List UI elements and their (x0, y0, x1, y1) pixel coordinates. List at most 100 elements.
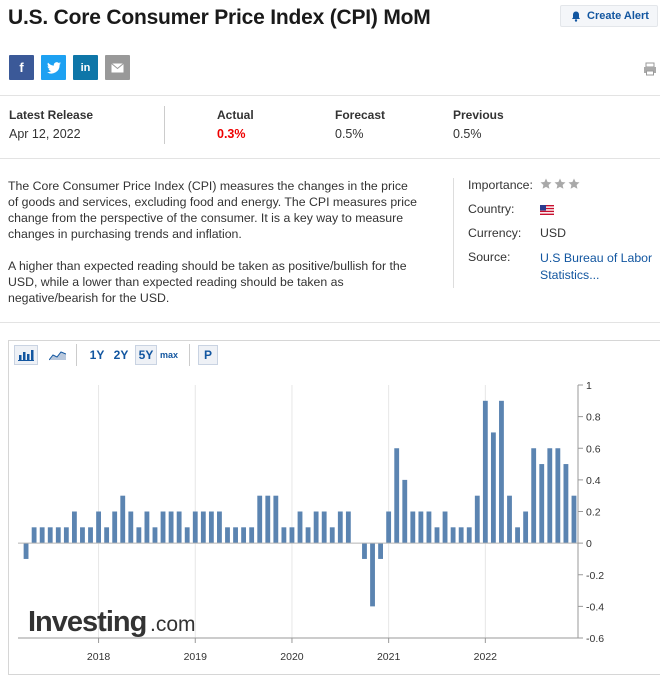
bar (184, 527, 190, 544)
y-tick-label: 0 (586, 538, 592, 550)
area-chart-toggle[interactable] (42, 345, 72, 365)
source-link-line: Statistics... (540, 268, 600, 282)
bar (144, 511, 150, 544)
x-tick-label: 2018 (87, 651, 111, 663)
previous-block: Previous 0.5% (453, 108, 504, 141)
page-title: U.S. Core Consumer Price Index (CPI) MoM (8, 6, 431, 29)
country-label: Country: (468, 202, 515, 216)
email-share-button[interactable] (105, 55, 130, 80)
bar (402, 479, 408, 544)
bar (531, 448, 537, 544)
bar (152, 527, 158, 544)
range-1y-button[interactable]: 1Y (89, 348, 105, 362)
bar (305, 527, 311, 544)
bar (370, 543, 375, 607)
bar-chart-icon (18, 350, 34, 361)
latest-release-date: Apr 12, 2022 (9, 127, 81, 141)
share-buttons: f in (9, 55, 130, 80)
latest-release-label: Latest Release (9, 108, 94, 122)
previous-label: Previous (453, 108, 504, 122)
bar (208, 511, 214, 544)
linkedin-share-button[interactable]: in (73, 55, 98, 80)
bar (160, 511, 166, 544)
bar (192, 511, 198, 544)
twitter-share-button[interactable] (41, 55, 66, 80)
x-tick-label: 2021 (377, 651, 401, 663)
bar (47, 527, 53, 544)
bar (55, 527, 61, 544)
chart-toolbar: 1Y 2Y 5Y max P (14, 344, 218, 366)
divider (0, 95, 660, 96)
create-alert-button[interactable]: Create Alert (560, 5, 658, 27)
range-max-button[interactable]: max (159, 350, 178, 360)
bar (523, 511, 529, 544)
divider (0, 322, 660, 323)
facebook-icon: f (19, 60, 24, 75)
bar (249, 527, 255, 544)
bar (555, 448, 561, 544)
print-icon[interactable] (643, 62, 657, 76)
bar (136, 527, 142, 544)
bar-chart-toggle[interactable] (14, 345, 38, 365)
bar (337, 511, 343, 544)
star-icon (540, 178, 552, 189)
bar (176, 511, 182, 544)
description-paragraph: The Core Consumer Price Index (CPI) meas… (8, 179, 417, 241)
source-link[interactable]: U.S Bureau of Labor Statistics... (540, 250, 652, 284)
bar (321, 511, 327, 544)
bar (289, 527, 295, 544)
bar (168, 511, 174, 544)
range-2y-button[interactable]: 2Y (113, 348, 129, 362)
bar (482, 400, 488, 544)
forecast-block: Forecast 0.5% (335, 108, 385, 141)
investing-watermark: Investing .com (28, 606, 196, 638)
bar (80, 527, 85, 544)
bar (563, 464, 569, 544)
bar (539, 464, 545, 544)
bar (39, 527, 45, 544)
previous-value: 0.5% (453, 127, 482, 141)
p-button[interactable]: P (198, 345, 218, 365)
bar (362, 543, 367, 559)
bar (434, 527, 440, 544)
vertical-divider (453, 178, 454, 288)
y-tick-label: 0.6 (586, 443, 601, 455)
actual-block: Actual 0.3% (217, 108, 254, 141)
y-tick-label: 0.8 (586, 412, 601, 424)
watermark-brand: Investing (28, 606, 146, 638)
importance-stars (540, 178, 580, 190)
bar (547, 448, 553, 544)
bar (273, 495, 279, 544)
bar (386, 511, 392, 544)
chart-bars (23, 400, 577, 607)
facebook-share-button[interactable]: f (9, 55, 34, 80)
toolbar-divider (189, 344, 190, 366)
y-tick-label: -0.6 (586, 633, 604, 645)
watermark-suffix: .com (150, 613, 196, 636)
y-tick-label: 1 (586, 380, 592, 392)
source-label: Source: (468, 250, 511, 264)
chart-axes: 2018 2019 2020 2021 2022 1 0.8 0.6 0.4 0.2 0 -0.2 -0… (18, 380, 604, 663)
bar (442, 511, 448, 544)
bar (63, 527, 69, 544)
twitter-icon (46, 61, 61, 73)
bar (571, 495, 577, 544)
bar (128, 511, 134, 544)
bar (23, 543, 29, 559)
country-value (540, 202, 554, 215)
bar (466, 527, 472, 544)
bar (515, 527, 520, 544)
bar (345, 511, 351, 544)
range-5y-button[interactable]: 5Y (135, 345, 157, 365)
star-icon (568, 178, 580, 189)
linkedin-icon: in (80, 61, 91, 74)
bar (257, 495, 263, 544)
bar (458, 527, 464, 544)
bar (378, 543, 383, 559)
bar (241, 527, 247, 544)
importance-label: Importance: (468, 178, 533, 192)
x-tick-label: 2022 (474, 651, 498, 663)
description-paragraph: A higher than expected reading should be… (8, 259, 407, 305)
source-link-line: U.S Bureau of Labor (540, 251, 653, 265)
